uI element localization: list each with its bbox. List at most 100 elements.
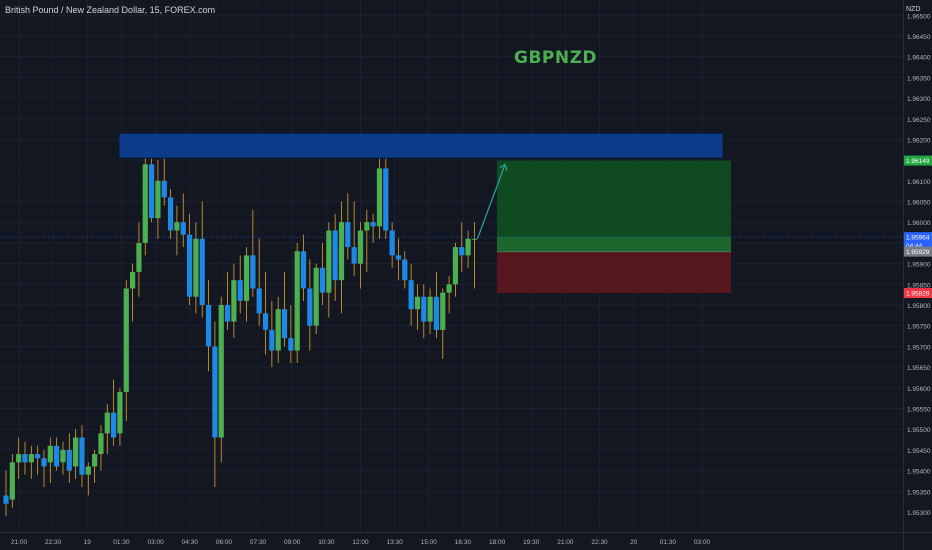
candle[interactable] xyxy=(231,263,237,339)
candle[interactable] xyxy=(326,222,332,318)
candle[interactable] xyxy=(364,209,370,272)
candle[interactable] xyxy=(402,251,408,289)
candle[interactable] xyxy=(123,280,129,421)
candle[interactable] xyxy=(54,437,60,471)
candle-body xyxy=(237,280,243,301)
price-badge: 04:44 xyxy=(903,240,932,251)
price-tick-label: 1.96500 xyxy=(907,13,931,20)
candle[interactable] xyxy=(66,433,72,484)
candle[interactable] xyxy=(338,201,345,314)
candle[interactable] xyxy=(148,156,155,223)
candle[interactable] xyxy=(452,242,459,297)
candle[interactable] xyxy=(9,454,15,508)
candle[interactable] xyxy=(243,247,250,322)
candle[interactable] xyxy=(47,437,53,484)
candle[interactable] xyxy=(256,238,262,326)
candle-body xyxy=(180,222,186,235)
time-tick-label: 21:00 xyxy=(11,539,28,546)
candle[interactable] xyxy=(212,321,218,488)
candle[interactable] xyxy=(41,449,47,488)
symbol-title[interactable]: British Pound / New Zealand Dollar, 15, … xyxy=(5,5,216,15)
candle[interactable] xyxy=(281,271,288,347)
candle[interactable] xyxy=(224,271,231,330)
candle[interactable] xyxy=(421,284,427,339)
candle[interactable] xyxy=(345,193,351,260)
candle[interactable] xyxy=(161,151,167,206)
candle[interactable] xyxy=(186,213,193,306)
time-tick-label: 16:30 xyxy=(455,539,472,546)
candle[interactable] xyxy=(193,222,199,314)
candle[interactable] xyxy=(351,201,357,277)
price-axis[interactable] xyxy=(903,0,932,532)
candle[interactable] xyxy=(3,470,9,517)
candle[interactable] xyxy=(22,441,28,475)
candle[interactable] xyxy=(199,201,205,318)
candle[interactable] xyxy=(16,437,22,479)
candle-body xyxy=(357,230,364,264)
candle[interactable] xyxy=(313,263,319,335)
candle[interactable] xyxy=(218,296,224,463)
candle[interactable] xyxy=(85,462,91,496)
candle[interactable] xyxy=(269,300,275,368)
candle[interactable] xyxy=(427,288,433,335)
candle[interactable] xyxy=(370,213,376,243)
candle[interactable] xyxy=(408,263,414,326)
candle[interactable] xyxy=(389,222,395,268)
candle[interactable] xyxy=(130,263,136,322)
candle[interactable] xyxy=(459,222,465,272)
candle[interactable] xyxy=(414,284,421,330)
candle[interactable] xyxy=(288,305,294,363)
candle[interactable] xyxy=(104,404,110,455)
candle[interactable] xyxy=(250,209,256,297)
axis-corner[interactable] xyxy=(903,532,932,550)
candle-body xyxy=(186,234,193,297)
candle[interactable] xyxy=(332,213,338,301)
candle[interactable] xyxy=(446,276,452,314)
price-tick-label: 1.95750 xyxy=(907,324,931,331)
drawing-text-label[interactable]: GBPNZD xyxy=(514,48,598,68)
candle[interactable] xyxy=(142,156,148,256)
candle[interactable] xyxy=(180,193,186,248)
candle-body xyxy=(389,230,395,256)
time-axis[interactable] xyxy=(0,532,903,550)
candle[interactable] xyxy=(73,429,79,479)
candle[interactable] xyxy=(60,441,66,475)
candle[interactable] xyxy=(167,189,174,239)
candle[interactable] xyxy=(307,259,313,351)
take-profit-zone xyxy=(497,160,731,252)
candle-body xyxy=(111,412,117,438)
candle[interactable] xyxy=(262,271,269,355)
price-tick-label: 1.96200 xyxy=(907,137,931,144)
candle[interactable] xyxy=(357,222,364,289)
candle[interactable] xyxy=(471,222,478,289)
candle[interactable] xyxy=(383,151,389,239)
candle[interactable] xyxy=(35,445,41,475)
candle[interactable] xyxy=(376,156,383,239)
candle[interactable] xyxy=(174,205,180,256)
price-tick-label: 1.96000 xyxy=(907,220,931,227)
candle[interactable] xyxy=(28,445,34,479)
candle[interactable] xyxy=(92,449,98,484)
candle[interactable] xyxy=(319,242,326,306)
candle[interactable] xyxy=(433,271,440,339)
candle[interactable] xyxy=(275,296,281,363)
candle-body xyxy=(300,251,307,289)
candle[interactable] xyxy=(465,230,471,268)
candle-body xyxy=(73,437,79,467)
price-badge-label: 1.96149 xyxy=(906,158,930,165)
candle[interactable] xyxy=(395,238,402,281)
candle[interactable] xyxy=(79,425,85,488)
candle[interactable] xyxy=(98,425,104,471)
candle[interactable] xyxy=(294,242,300,363)
candle-body xyxy=(212,346,218,438)
candle[interactable] xyxy=(117,387,123,446)
candle[interactable] xyxy=(155,160,161,239)
candle[interactable] xyxy=(237,255,243,314)
candle[interactable] xyxy=(205,280,212,372)
candle[interactable] xyxy=(111,379,117,446)
time-tick-label: 03:00 xyxy=(147,539,164,546)
candle[interactable] xyxy=(300,234,307,301)
candle[interactable] xyxy=(440,288,446,359)
candle[interactable] xyxy=(136,222,142,297)
